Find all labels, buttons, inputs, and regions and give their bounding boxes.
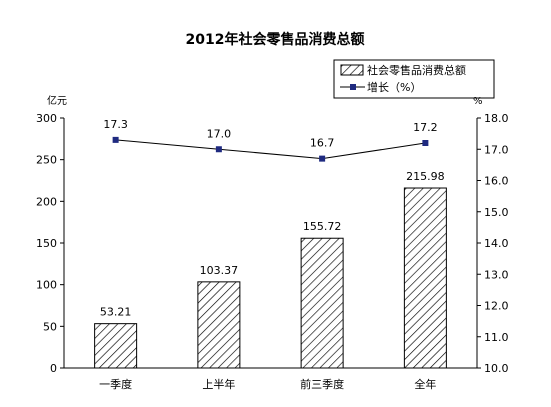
line-marker [215, 146, 222, 153]
left-tick-label: 200 [36, 195, 57, 208]
right-tick-label: 10.0 [484, 362, 509, 375]
legend-line-marker [350, 84, 356, 90]
bar [197, 281, 241, 369]
bar-value-label: 53.21 [100, 306, 132, 319]
line-marker [112, 136, 119, 143]
left-tick-label: 50 [43, 320, 57, 333]
category-labels: 一季度 上半年 前三季度 全年 [99, 377, 436, 391]
category-label: 一季度 [99, 377, 132, 391]
right-tick-label: 12.0 [484, 300, 509, 313]
bar [403, 187, 447, 369]
line-value-label: 17.2 [413, 121, 438, 134]
legend-line-label: 增长（%） [367, 80, 421, 94]
right-axis-unit: % [473, 96, 483, 107]
line-marker [319, 155, 326, 162]
right-tick-label: 16.0 [484, 175, 509, 188]
line-value-label: 17.0 [207, 127, 232, 140]
right-tick-label: 15.0 [484, 206, 509, 219]
bar-series [94, 187, 447, 369]
right-tick-label: 11.0 [484, 331, 509, 344]
right-tick-label: 14.0 [484, 237, 509, 250]
left-tick-label: 300 [36, 112, 57, 125]
right-tick-label: 13.0 [484, 268, 509, 281]
bar [94, 323, 138, 369]
left-axis-ticks: 0 50 100 150 200 250 300 [36, 112, 64, 375]
category-label: 全年 [414, 377, 436, 391]
category-label: 上半年 [202, 377, 235, 391]
bar-value-label: 215.98 [406, 170, 445, 183]
left-tick-label: 100 [36, 279, 57, 292]
legend: 社会零售品消费总额 增长（%） [333, 59, 495, 99]
left-tick-label: 250 [36, 154, 57, 167]
bar-data-labels: 53.21 103.37 155.72 215.98 [100, 170, 445, 319]
bar-value-label: 155.72 [303, 220, 342, 233]
right-axis-ticks: 10.0 11.0 12.0 13.0 14.0 15.0 16.0 17.0 18.0 [477, 112, 509, 375]
line-value-label: 16.7 [310, 137, 335, 150]
line-marker [422, 140, 429, 146]
line-value-label: 17.3 [103, 118, 128, 131]
line-data-labels: 17.3 17.0 16.7 17.2 [103, 118, 437, 150]
right-tick-label: 17.0 [484, 143, 509, 156]
line-series [112, 136, 429, 162]
chart-title: 2012年社会零售品消费总额 [186, 31, 365, 48]
legend-bar-label: 社会零售品消费总额 [367, 63, 466, 77]
legend-bar-swatch [340, 64, 364, 76]
growth-line [115, 139, 426, 160]
left-tick-label: 150 [36, 237, 57, 250]
category-label: 前三季度 [300, 377, 344, 391]
right-tick-label: 18.0 [484, 112, 509, 125]
bar [300, 237, 344, 369]
left-tick-label: 0 [50, 362, 57, 375]
bar-value-label: 103.37 [200, 264, 239, 277]
left-axis-unit: 亿元 [47, 94, 67, 107]
